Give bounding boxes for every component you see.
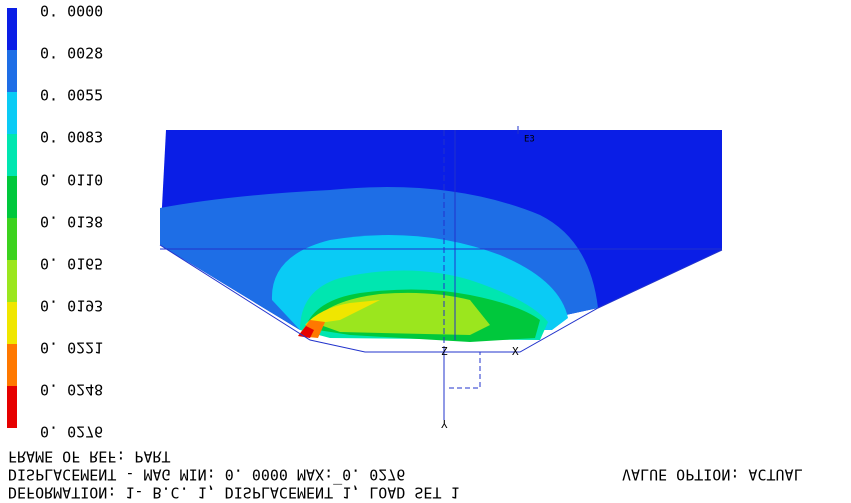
color-legend: 0. 0000 0. 0028 0. 0055 0. 0083 0. 0110 0. 01…: [7, 3, 103, 441]
legend-swatch: [7, 260, 17, 302]
legend-swatch: [7, 50, 17, 92]
legend-label: 0. 0221: [40, 339, 103, 357]
footer-text: VALUE OPTION: ACTUAL: [622, 466, 803, 484]
legend-swatch: [7, 386, 17, 428]
legend-label: 0. 0276: [40, 423, 103, 441]
legend-label: 0. 0138: [40, 213, 103, 231]
node-label: E3: [524, 135, 535, 145]
axis-label: Z: [441, 345, 448, 358]
legend-swatch: [7, 344, 17, 386]
footer-text: DEFORMATION: 1- B.C. 1, DISPLACEMENT_1, …: [8, 484, 460, 502]
footer-text: FRAME OF REF: PART: [8, 448, 171, 466]
legend-swatch: [7, 8, 17, 50]
legend-label: 0. 0083: [40, 129, 103, 147]
legend-swatch: [7, 218, 17, 260]
legend-label: 0. 0028: [40, 45, 103, 63]
legend-label: 0. 0248: [40, 381, 103, 399]
legend-swatch: [7, 92, 17, 134]
axis-label: X: [512, 345, 519, 358]
legend-label: 0. 0055: [40, 87, 103, 105]
model-plot: [159, 126, 723, 420]
legend-swatch: [7, 134, 17, 176]
legend-label: 0. 0165: [40, 255, 103, 273]
legend-label: 0. 0193: [40, 297, 103, 315]
legend-label: 0. 0000: [40, 3, 103, 21]
footer-text: DISPLACEMENT - MAG MIN: 0. 0000 MAX: 0. …: [8, 466, 405, 484]
legend-swatch: [7, 302, 17, 344]
legend-label: 0. 0110: [40, 171, 103, 189]
legend-swatch: [7, 176, 17, 218]
axis-label: Y: [441, 417, 448, 430]
